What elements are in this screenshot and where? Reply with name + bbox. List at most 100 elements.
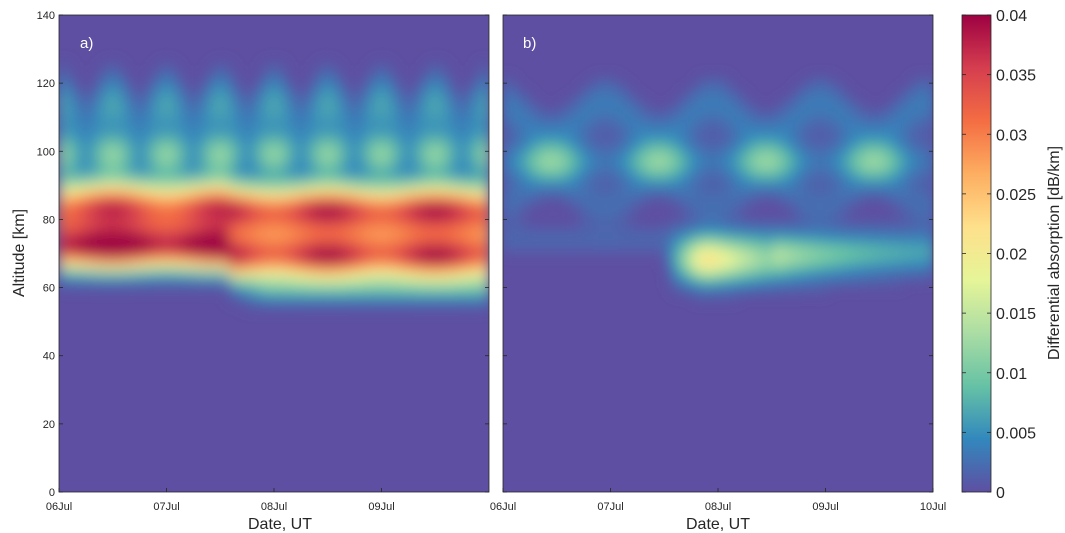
heatmap-cell xyxy=(873,158,879,166)
heatmap-cell xyxy=(99,83,105,91)
heatmap-cell xyxy=(389,83,395,91)
heatmap-cell xyxy=(773,158,779,166)
heatmap-cell xyxy=(419,130,425,139)
heatmap-cell xyxy=(139,233,145,241)
heatmap-cell xyxy=(449,89,455,98)
heatmap-cell xyxy=(628,96,634,105)
heatmap-cell xyxy=(683,185,689,193)
heatmap-cell xyxy=(708,239,714,248)
heatmap-cell xyxy=(464,226,470,234)
heatmap-cell xyxy=(84,239,90,248)
heatmap-cell xyxy=(778,280,784,289)
heatmap-cell xyxy=(753,226,759,234)
heatmap-cell xyxy=(379,226,385,234)
heatmap-cell xyxy=(349,171,355,180)
heatmap-cell xyxy=(484,151,489,159)
heatmap-cell xyxy=(653,144,659,152)
heatmap-cell xyxy=(174,205,180,214)
heatmap-cell xyxy=(479,130,485,139)
heatmap-cell xyxy=(319,83,325,91)
heatmap-cell xyxy=(793,124,799,132)
heatmap-cell xyxy=(464,103,470,111)
heatmap-cell xyxy=(204,83,210,91)
heatmap-cell xyxy=(723,178,729,186)
heatmap-cell xyxy=(109,253,115,261)
heatmap-cell xyxy=(598,164,604,173)
heatmap-cell xyxy=(908,185,914,193)
heatmap-cell xyxy=(548,130,554,139)
heatmap-cell xyxy=(903,110,909,118)
heatmap-cell xyxy=(364,185,370,193)
heatmap-cell xyxy=(424,301,430,309)
heatmap-cell xyxy=(279,151,285,159)
heatmap-cell xyxy=(503,151,509,159)
heatmap-cell xyxy=(843,273,849,282)
heatmap-cell xyxy=(588,151,594,159)
heatmap-cell xyxy=(863,130,869,139)
heatmap-cell xyxy=(793,185,799,193)
heatmap-cell xyxy=(244,205,250,214)
heatmap-cell xyxy=(109,76,115,84)
heatmap-cell xyxy=(314,219,320,227)
heatmap-cell xyxy=(543,171,549,180)
heatmap-cell xyxy=(134,253,140,261)
heatmap-cell xyxy=(369,83,375,91)
heatmap-cell xyxy=(913,117,919,125)
heatmap-cell xyxy=(533,117,539,125)
heatmap-cell xyxy=(354,233,360,241)
heatmap-cell xyxy=(548,124,554,132)
heatmap-cell xyxy=(873,117,879,125)
heatmap-cell xyxy=(244,110,250,118)
heatmap-cell xyxy=(683,171,689,180)
heatmap-cell xyxy=(748,287,754,295)
heatmap-cell xyxy=(688,280,694,289)
heatmap-cell xyxy=(813,219,819,227)
heatmap-cell xyxy=(648,233,654,241)
heatmap-cell xyxy=(768,110,774,118)
heatmap-cell xyxy=(658,178,664,186)
heatmap-cell xyxy=(848,144,854,152)
heatmap-cell xyxy=(239,294,245,302)
heatmap-cell xyxy=(249,130,255,139)
heatmap-cell xyxy=(723,246,729,255)
heatmap-cell xyxy=(588,205,594,214)
heatmap-cell xyxy=(628,130,634,139)
heatmap-cell xyxy=(129,89,135,98)
heatmap-cell xyxy=(853,273,859,282)
heatmap-cell xyxy=(164,110,170,118)
heatmap-cell xyxy=(74,280,80,289)
heatmap-cell xyxy=(104,171,110,180)
heatmap-cell xyxy=(728,239,734,248)
heatmap-cell xyxy=(79,192,85,200)
heatmap-cell xyxy=(908,130,914,139)
heatmap-cell xyxy=(194,205,200,214)
heatmap-cell xyxy=(638,158,644,166)
heatmap-cell xyxy=(623,124,629,132)
heatmap-cell xyxy=(778,151,784,159)
heatmap-cell xyxy=(818,158,824,166)
heatmap-cell xyxy=(254,117,260,125)
heatmap-cell xyxy=(224,89,230,98)
heatmap-cell xyxy=(269,137,275,146)
heatmap-cell xyxy=(843,103,849,111)
heatmap-cell xyxy=(334,117,340,125)
heatmap-cell xyxy=(798,267,804,275)
heatmap-cell xyxy=(608,198,614,207)
heatmap-cell xyxy=(558,124,564,132)
heatmap-cell xyxy=(279,198,285,207)
heatmap-cell xyxy=(69,233,75,241)
heatmap-cell xyxy=(434,239,440,248)
heatmap-cell xyxy=(99,212,105,221)
heatmap-cell xyxy=(484,62,489,71)
heatmap-cell xyxy=(808,110,814,118)
heatmap-cell xyxy=(159,273,165,282)
heatmap-cell xyxy=(164,158,170,166)
heatmap-cell xyxy=(304,267,310,275)
heatmap-cell xyxy=(304,205,310,214)
heatmap-cell xyxy=(244,164,250,173)
heatmap-cell xyxy=(409,164,415,173)
heatmap-cell xyxy=(543,151,549,159)
heatmap-cell xyxy=(883,144,889,152)
heatmap-cell xyxy=(708,178,714,186)
heatmap-cell xyxy=(548,158,554,166)
